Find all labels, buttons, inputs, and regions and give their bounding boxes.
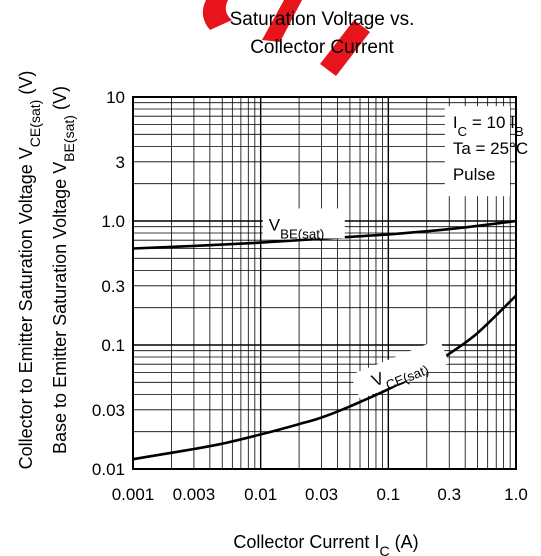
condition-temperature: Ta = 25°C: [453, 139, 528, 158]
chart-title-line-2: Collector Current: [250, 37, 394, 58]
x-tick-label: 0.1: [377, 485, 401, 504]
label-background: [350, 339, 450, 400]
y-axis-label-vbe: Base to Emitter Saturation Voltage VBE(s…: [50, 86, 77, 454]
chart-title-line-1: Saturation Voltage vs.: [230, 9, 415, 30]
watermark-fragments: [202, 0, 370, 76]
y-tick-label: 10: [106, 88, 125, 107]
y-tick-label: 0.1: [101, 336, 125, 355]
plot-frame: [132, 96, 517, 470]
tick-labels: 0.001 0.003 0.01 0.03 0.1 0.3 1.0 0.01 0.03 0.1 0.…: [92, 88, 528, 504]
condition-current-ratio: IC = 10 IB: [453, 113, 524, 139]
x-tick-label: 0.003: [173, 485, 216, 504]
y-tick-label: 1.0: [101, 212, 125, 231]
y-tick-label: 0.3: [101, 277, 125, 296]
x-tick-label: 1.0: [504, 485, 528, 504]
chart-title: Saturation Voltage vs. Collector Current: [230, 9, 415, 58]
condition-pulse: Pulse: [453, 165, 496, 184]
x-axis-label: Collector Current IC (A): [233, 532, 418, 556]
y-tick-label: 0.01: [92, 460, 125, 479]
conditions-background: [444, 106, 510, 197]
series-line-vce-sat-: [132, 294, 517, 461]
grid: [132, 97, 516, 470]
x-tick-label: 0.001: [112, 485, 155, 504]
y-tick-label: 0.03: [92, 401, 125, 420]
label-background: [262, 208, 345, 239]
x-tick-label: 0.03: [305, 485, 338, 504]
x-tick-label: 0.3: [437, 485, 461, 504]
y-axis-label-vce: Collector to Emitter Saturation Voltage …: [16, 71, 43, 470]
series-label-vbe-sat: VBE(sat): [269, 215, 325, 241]
y-tick-label: 3: [116, 153, 125, 172]
x-tick-label: 0.01: [244, 485, 277, 504]
series-line-vbe-sat-: [132, 219, 517, 250]
series: [132, 219, 517, 461]
